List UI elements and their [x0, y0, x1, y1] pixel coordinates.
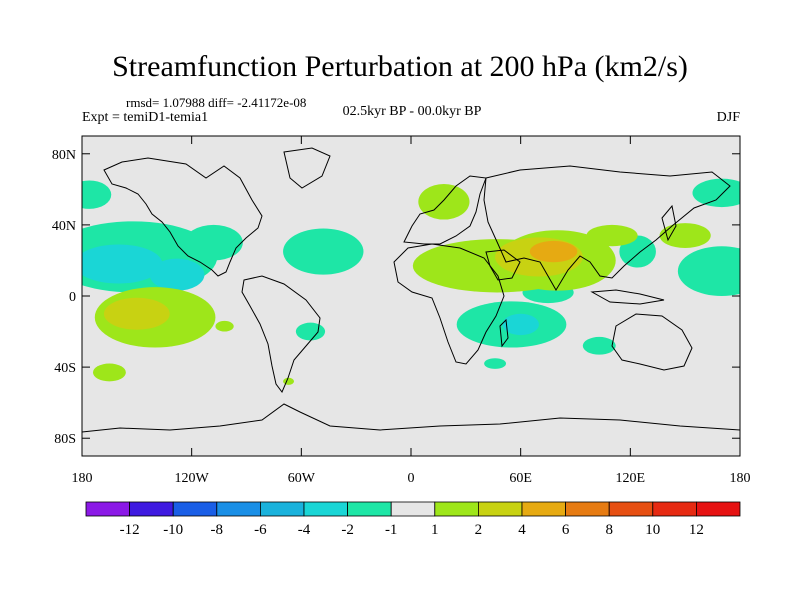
experiment-label: Expt = temiD1-temia1 — [82, 110, 209, 125]
contour-region-17 — [92, 363, 126, 382]
contour-region-10 — [677, 246, 740, 296]
contour-region-13 — [295, 322, 326, 341]
contour-region-4 — [283, 228, 364, 275]
season-label: DJF — [716, 110, 740, 125]
coastline-antarctica — [82, 403, 740, 433]
stats-label: rmsd= 1.07988 diff= -2.41172e-08 — [126, 95, 307, 110]
colorbar-box — [608, 501, 654, 517]
x-tick-label: 180 — [730, 471, 751, 486]
contour-region-1 — [184, 224, 243, 261]
colorbar-label: -1 — [385, 522, 398, 538]
map-area — [82, 136, 740, 456]
axes: 180 120W 60W 0 60E 120E 180 80N 40N 0 40S 80S — [52, 136, 751, 486]
colorbar-label: 1 — [431, 522, 439, 538]
coastline-indonesia — [590, 289, 665, 305]
contour-region-8 — [582, 336, 616, 355]
colorbar-box — [696, 501, 741, 517]
colorbar-label: -6 — [254, 522, 267, 538]
contour-region-7 — [502, 313, 539, 336]
coastlines — [82, 147, 740, 433]
contour-region-25 — [215, 320, 234, 332]
y-tick-label: 80S — [54, 432, 76, 447]
contour-region-22 — [418, 184, 470, 220]
coastline-japan — [661, 204, 677, 242]
colorbar-label: -2 — [341, 522, 354, 538]
colorbar: -12 -10 -8 -6 -4 -2 -1 1 2 4 6 8 10 12 — [85, 501, 741, 538]
colorbar-label: -10 — [163, 522, 183, 538]
coastline-arabia — [485, 249, 521, 281]
colorbar-box — [85, 501, 130, 517]
colorbar-label: -12 — [120, 522, 140, 538]
coastline-africa — [393, 243, 505, 365]
x-tick-label: 180 — [72, 471, 93, 486]
colorbar-box — [434, 501, 479, 517]
colorbar-label: 4 — [518, 522, 526, 538]
colorbar-box — [303, 501, 348, 517]
colorbar-box — [259, 501, 305, 517]
coastline-australia — [611, 313, 693, 371]
colorbar-box — [172, 501, 218, 517]
contour-region-12 — [82, 180, 112, 209]
contour-region-2 — [82, 244, 163, 284]
contour-region-24 — [659, 223, 711, 248]
x-tick-label: 120W — [175, 471, 210, 486]
contour-fills — [82, 178, 740, 385]
colorbar-label: 12 — [689, 522, 704, 538]
period-label: 02.5kyr BP - 00.0kyr BP — [342, 104, 482, 119]
coastline-madagascar — [499, 318, 509, 348]
colorbar-label: -4 — [298, 522, 311, 538]
x-tick-label: 60W — [288, 471, 316, 486]
colorbar-box — [129, 501, 174, 517]
y-tick-label: 0 — [69, 290, 76, 305]
colorbar-box — [390, 501, 436, 517]
contour-region-3 — [149, 258, 205, 291]
y-tick-label: 80N — [52, 148, 76, 163]
contour-region-11 — [692, 178, 740, 208]
colorbar-label: 8 — [605, 522, 613, 538]
coastline-asia — [483, 165, 731, 291]
contour-region-21 — [529, 240, 578, 263]
colorbar-box — [477, 501, 523, 517]
x-tick-label: 120E — [616, 471, 646, 486]
coastline-south-america — [241, 275, 321, 393]
colorbar-box — [347, 501, 392, 517]
contour-region-14 — [484, 358, 507, 369]
colorbar-label: -8 — [211, 522, 224, 538]
colorbar-label: 2 — [475, 522, 483, 538]
colorbar-box — [521, 501, 566, 517]
x-tick-label: 60E — [509, 471, 532, 486]
contour-region-23 — [586, 224, 638, 247]
y-tick-label: 40N — [52, 219, 76, 234]
colorbar-label: 6 — [562, 522, 570, 538]
coastline-greenland — [283, 147, 331, 189]
y-tick-label: 40S — [54, 361, 76, 376]
colorbar-box — [216, 501, 261, 517]
colorbar-label: 10 — [645, 522, 660, 538]
colorbar-box — [565, 501, 610, 517]
contour-region-16 — [103, 297, 170, 330]
x-tick-label: 0 — [408, 471, 415, 486]
coastline-north-america — [103, 157, 263, 277]
chart-title: Streamfunction Perturbation at 200 hPa (… — [112, 50, 688, 83]
colorbar-box — [652, 501, 697, 517]
contour-region-26 — [283, 377, 295, 385]
